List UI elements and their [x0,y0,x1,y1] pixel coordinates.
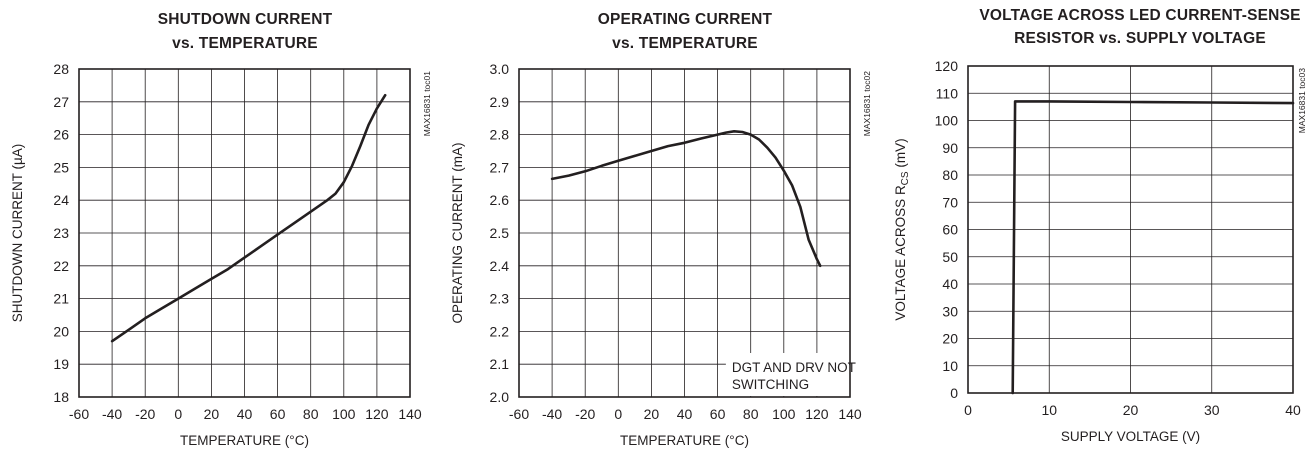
x-tick-label: 0 [174,406,182,422]
y-tick-label: 2.7 [490,159,510,175]
annotation-background [725,353,849,396]
y-tick-label: 20 [53,323,69,339]
y-tick-label: 120 [935,58,959,74]
y-tick-label: 2.1 [490,356,510,372]
y-tick-label: 80 [942,167,958,183]
plot-frame [78,68,411,398]
x-axis-label: TEMPERATURE (°C) [180,433,309,448]
x-tick-label: 20 [204,406,220,422]
x-tick-label: 0 [614,406,622,422]
y-tick-label: 2.4 [490,258,510,274]
y-tick-label: 70 [942,194,958,210]
x-tick-label: 40 [677,406,693,422]
annotation-text: SWITCHING [732,377,809,392]
y-tick-label: 2.9 [490,94,510,110]
x-tick-label: 80 [303,406,319,422]
operating-current-svg: OPERATING CURRENT vs. TEMPERATURE DGT AND … [450,11,872,448]
x-tick-label: 120 [805,406,829,422]
plot-frame [518,68,851,398]
y-tick-label: 100 [935,113,959,129]
y-tick-label: 25 [53,159,69,175]
x-tick-label: 10 [1041,402,1057,418]
x-tick-label: 100 [772,406,796,422]
x-tick-label: 140 [838,406,862,422]
y-axis-label: OPERATING CURRENT (mA) [450,142,465,323]
x-tick-label: -40 [542,406,562,422]
y-tick-label: 27 [53,94,69,110]
data-series-line [550,130,822,268]
y-tick-label: 26 [53,127,69,143]
chart-title-line: OPERATING CURRENT [598,11,773,28]
data-series-line [110,93,387,343]
y-tick-label: 2.0 [490,389,510,405]
figure-id-label: MAX16831 toc01 [422,71,432,136]
x-tick-label: 20 [1123,402,1139,418]
y-tick-label: 3.0 [490,61,510,77]
y-tick-label: 110 [936,85,959,101]
y-tick-label: 19 [53,356,69,372]
x-tick-label: 0 [964,402,972,418]
y-tick-label: 90 [942,140,958,156]
y-axis-label-part: CS [900,171,911,185]
y-axis-label: SHUTDOWN CURRENT (µA) [10,144,25,323]
plot-frame [967,65,1294,394]
figure-id-label: MAX16831 toc02 [862,71,872,136]
x-tick-label: -40 [102,406,122,422]
y-tick-label: 23 [53,225,69,241]
chart-title-line: VOLTAGE ACROSS LED CURRENT-SENSE [979,7,1300,24]
y-tick-label: 60 [942,222,958,238]
chart-title-line: vs. TEMPERATURE [172,35,318,52]
y-tick-label: 2.6 [490,192,510,208]
operating-current-chart: OPERATING CURRENT vs. TEMPERATURE DGT AND … [440,0,877,454]
y-tick-label: 10 [942,358,958,374]
annotation-text: DGT AND DRV NOT [732,360,856,375]
x-tick-label: -20 [575,406,595,422]
x-tick-label: 60 [710,406,726,422]
y-axis-label-part: (mV) [893,138,908,171]
x-tick-label: -20 [135,406,155,422]
x-tick-label: 40 [1285,402,1301,418]
x-tick-label: 60 [270,406,286,422]
shutdown-current-svg: SHUTDOWN CURRENT vs. TEMPERATURE -60 -40 -20… [10,11,432,448]
y-tick-label: 30 [942,303,958,319]
chart-title-line: RESISTOR vs. SUPPLY VOLTAGE [1014,30,1266,47]
y-tick-label: 28 [53,61,69,77]
shutdown-current-chart: SHUTDOWN CURRENT vs. TEMPERATURE -60 -40 -20… [0,0,437,454]
data-series-line [1011,100,1295,395]
x-axis-label: SUPPLY VOLTAGE (V) [1061,429,1200,444]
x-tick-label: 100 [332,406,356,422]
x-tick-label: -60 [509,406,529,422]
y-tick-label: 2.5 [490,225,510,241]
x-tick-label: 40 [237,406,253,422]
x-tick-label: 20 [644,406,660,422]
y-tick-label: 2.3 [490,291,510,307]
chart-title-line: vs. TEMPERATURE [612,35,758,52]
y-axis-label-part: VOLTAGE ACROSS R [893,185,908,321]
y-tick-label: 20 [942,331,958,347]
x-axis-label: TEMPERATURE (°C) [620,433,749,448]
sense-voltage-svg: VOLTAGE ACROSS LED CURRENT-SENSE RESISTOR… [893,7,1307,444]
y-tick-label: 50 [942,249,958,265]
y-tick-label: 2.8 [490,127,510,143]
x-tick-label: -60 [69,406,89,422]
sense-voltage-chart: VOLTAGE ACROSS LED CURRENT-SENSE RESISTOR… [880,0,1313,454]
y-tick-label: 21 [53,291,69,307]
y-tick-label: 0 [950,385,958,401]
y-tick-label: 2.2 [490,323,510,339]
y-tick-label: 40 [942,276,958,292]
x-tick-label: 30 [1204,402,1220,418]
y-tick-label: 22 [53,258,69,274]
x-tick-label: 120 [365,406,389,422]
y-axis-label: VOLTAGE ACROSS RCS (mV) [893,138,911,320]
x-tick-label: 80 [743,406,759,422]
y-tick-label: 24 [53,192,69,208]
x-tick-label: 140 [398,406,422,422]
chart-title-line: SHUTDOWN CURRENT [158,11,333,28]
y-tick-label: 18 [53,389,69,405]
figure-id-label: MAX16831 toc03 [1297,68,1307,133]
